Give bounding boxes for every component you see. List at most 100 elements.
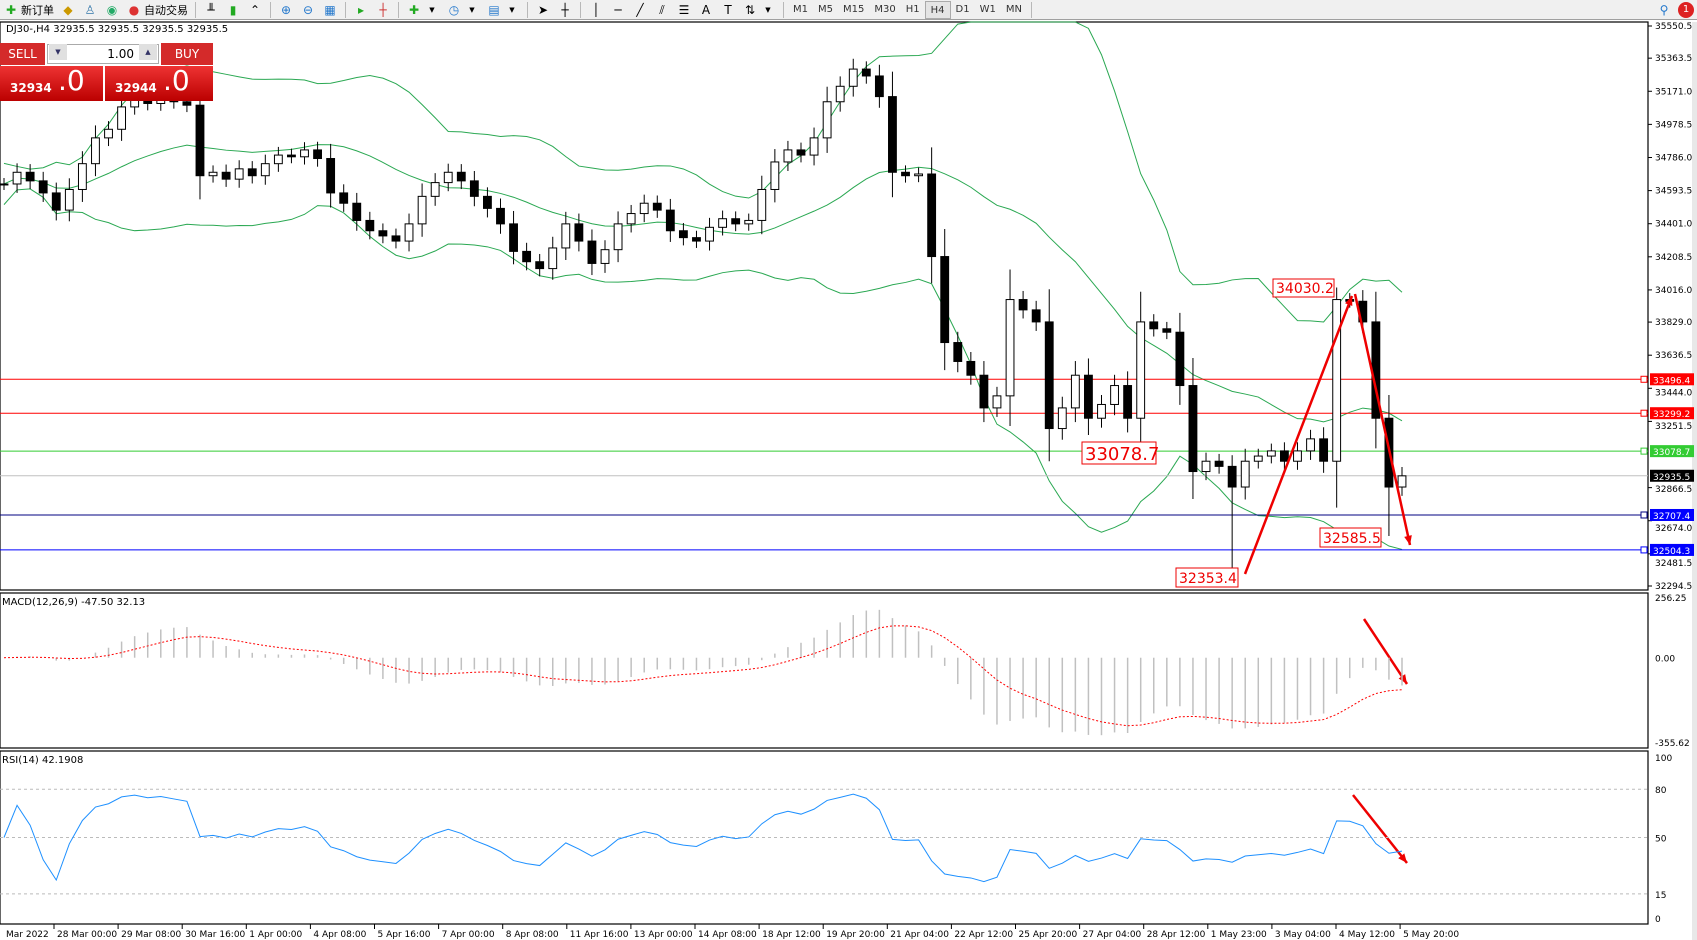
timeframe-m5[interactable]: M5 — [818, 3, 833, 15]
candle-bear — [352, 202, 362, 221]
time-tick-label: 21 Apr 04:00 — [890, 930, 949, 940]
crosshair-tool[interactable]: ┼ — [554, 1, 576, 19]
template-icon: ▤ — [488, 2, 500, 17]
sell-button[interactable]: SELL — [0, 43, 45, 65]
candle-bull — [822, 101, 832, 139]
trendline-tool[interactable]: ╱ — [629, 1, 651, 19]
candle-bull — [1070, 374, 1080, 409]
price-tick-label: 34978.5 — [1655, 120, 1692, 130]
horizontal-line-tool[interactable]: ─ — [607, 1, 629, 19]
candle-bull — [718, 218, 728, 228]
dropdown-icon: ▼ — [765, 5, 771, 14]
price-tick-label: 34786.0 — [1655, 153, 1692, 163]
dropdown-icon: ▼ — [429, 5, 435, 14]
fibonacci-tool[interactable]: ☰ — [673, 1, 695, 19]
tile-windows-button[interactable]: ▦ — [319, 1, 341, 19]
candle-bear — [51, 192, 61, 211]
price-line-label-bg — [1650, 407, 1694, 420]
time-tick-label: 13 Apr 00:00 — [634, 930, 693, 940]
navigator-button[interactable]: ♙ — [79, 1, 101, 19]
sell-price-button[interactable]: 32934 .0 — [0, 64, 103, 101]
candle-bear — [522, 250, 532, 263]
candle-bear — [509, 223, 518, 252]
trend-arrow-down — [1353, 293, 1412, 546]
timeframe-h4[interactable]: H4 — [924, 0, 951, 19]
buy-price-button[interactable]: 32944 .0 — [105, 64, 213, 101]
timeframe-h1[interactable]: H1 — [905, 3, 920, 15]
candle-bear — [966, 360, 976, 376]
candle-bear — [1123, 385, 1133, 419]
candle-bear — [483, 195, 492, 209]
autoscroll-button[interactable]: ▸ — [350, 1, 372, 19]
candle-bull — [260, 163, 270, 177]
auto-trading-button[interactable]: ● 自动交易 — [123, 1, 191, 19]
zoom-out-button[interactable]: ⊖ — [297, 1, 319, 19]
candle-bear — [391, 235, 401, 242]
notifications-button[interactable]: 1 — [1675, 1, 1697, 19]
candle-bull — [770, 161, 780, 190]
price-tick-label: 35171.0 — [1655, 87, 1692, 97]
candle-bear — [692, 237, 701, 242]
candle-bull — [914, 173, 923, 177]
candle-bear — [678, 230, 688, 239]
candle-bear — [1214, 460, 1224, 467]
cursor-tool[interactable]: ➤ — [532, 1, 554, 19]
timeframe-w1[interactable]: W1 — [979, 3, 996, 15]
time-tick-label: 4 Apr 08:00 — [313, 930, 366, 940]
text-label-tool[interactable]: T — [717, 1, 739, 19]
search-button[interactable]: ⚲ — [1653, 1, 1675, 19]
zoom-in-button[interactable]: ⊕ — [275, 1, 297, 19]
line-handle — [1640, 546, 1648, 554]
timeframe-m1[interactable]: M1 — [793, 3, 808, 15]
candlestick-button[interactable]: ▮ — [222, 1, 244, 19]
vertical-line-tool[interactable]: │ — [585, 1, 607, 19]
bar-chart-icon: ╨ — [207, 2, 215, 17]
timeframe-mn[interactable]: MN — [1005, 3, 1022, 15]
buy-button[interactable]: BUY — [161, 43, 213, 65]
lot-size-input[interactable]: 1.00 — [47, 44, 159, 64]
time-tick-label: 25 Apr 20:00 — [1019, 930, 1078, 940]
candle-bull — [705, 226, 714, 242]
candle-bull — [104, 128, 113, 139]
candle-bull — [992, 395, 1002, 409]
timeframe-m15[interactable]: M15 — [843, 3, 865, 15]
time-tick-label: 30 Mar 16:00 — [185, 930, 245, 940]
market-watch-button[interactable]: ◆ — [57, 1, 79, 19]
bar-chart-button[interactable]: ╨ — [200, 1, 222, 19]
line-chart-button[interactable]: ⌃ — [244, 1, 266, 19]
indicators-button[interactable]: ✚ ▼ — [403, 1, 443, 19]
candle-bull — [1332, 299, 1342, 462]
timeframe-d1[interactable]: D1 — [955, 3, 970, 15]
price-line-label-bg — [1650, 445, 1694, 458]
candle-bear — [38, 180, 48, 194]
chart-shift-button[interactable]: ┼ — [372, 1, 394, 19]
candle-bear — [1018, 299, 1028, 311]
text-tool[interactable]: A — [695, 1, 717, 19]
price-annotation-box — [1081, 441, 1157, 465]
time-tick-label: 7 Apr 00:00 — [442, 930, 495, 940]
price-tick-label: 35363.5 — [1655, 54, 1692, 64]
price-tick-label: 32481.5 — [1655, 559, 1692, 569]
rsi-tick-label: 100 — [1655, 754, 1672, 764]
signals-button[interactable]: ◉ — [101, 1, 123, 19]
rsi-arrow-down-head — [1398, 853, 1407, 863]
candle-bull — [430, 182, 440, 197]
price-tick-label: 32674.0 — [1655, 524, 1692, 534]
lot-increase-button[interactable]: ▲ — [139, 44, 157, 60]
candle-bull — [12, 171, 22, 185]
price-line-label-bg — [1650, 508, 1694, 521]
rsi-tick-label: 0 — [1655, 915, 1661, 925]
timeframe-m30[interactable]: M30 — [874, 3, 896, 15]
templates-button[interactable]: ▤ ▼ — [483, 1, 523, 19]
signal-icon: ◉ — [106, 2, 118, 17]
periods-button[interactable]: ◷ ▼ — [443, 1, 483, 19]
candle-bear — [535, 261, 545, 270]
candle-bear — [469, 180, 479, 197]
lot-decrease-button[interactable]: ▼ — [49, 44, 67, 60]
equidistant-channel-tool[interactable]: ⫽ — [651, 1, 673, 19]
arrows-tool[interactable]: ⇅ ▼ — [739, 1, 779, 19]
candle-bull — [130, 99, 140, 108]
new-order-button[interactable]: ✚ 新订单 — [0, 1, 57, 19]
add-indicator-icon: ✚ — [408, 2, 420, 17]
